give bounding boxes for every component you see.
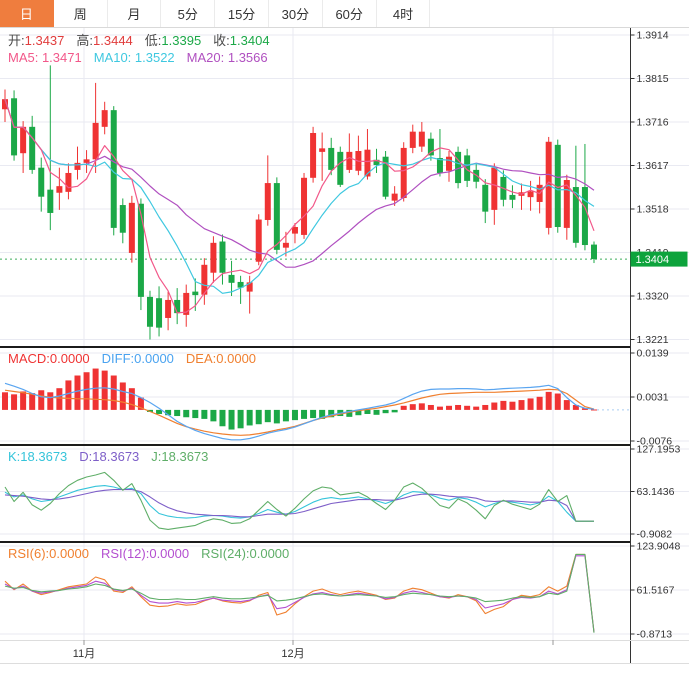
axis-label: 1.3320 [637, 291, 669, 303]
rsi-pane [4, 553, 595, 633]
kdj-item: J:18.3673 [151, 449, 209, 464]
axis-label: 127.1953 [637, 444, 681, 456]
price-axis: 1.39141.38151.37161.36171.35181.34191.33… [630, 28, 681, 663]
period-tab-60分[interactable]: 60分 [323, 0, 377, 27]
axis-label: -0.9082 [637, 529, 673, 541]
ohlc-readout: 开:1.3437 高:1.3444 低:1.3395 收:1.3404 [8, 33, 282, 48]
axis-label: 123.9048 [637, 541, 681, 553]
period-tab-周[interactable]: 周 [54, 0, 108, 27]
macd-item: DIFF:0.0000 [101, 351, 174, 366]
kdj-pane [4, 471, 594, 530]
macd-item: MACD:0.0000 [8, 351, 90, 366]
time-axis-label: 11月 [73, 648, 95, 660]
macd-pane [2, 368, 631, 441]
ohlc-item: 收:1.3404 [213, 33, 270, 48]
ma-readout: MA5: 1.3471 MA10: 1.3522 MA20: 1.3566 [8, 50, 280, 65]
period-tab-4时[interactable]: 4时 [377, 0, 431, 27]
axis-label: 0.0139 [637, 348, 669, 360]
time-axis-label: 12月 [281, 648, 304, 660]
period-tab-30分[interactable]: 30分 [269, 0, 323, 27]
rsi-readout: RSI(6):0.0000 RSI(12):0.0000 RSI(24):0.000… [8, 546, 301, 561]
period-tab-月[interactable]: 月 [108, 0, 162, 27]
period-tab-日[interactable]: 日 [0, 0, 54, 27]
macd-readout: MACD:0.0000 DIFF:0.0000 DEA:0.0000 [8, 351, 268, 366]
ma-lines [4, 99, 595, 314]
axis-label: 63.1436 [637, 486, 675, 498]
candles [2, 65, 597, 340]
axis-label: -0.8713 [637, 629, 673, 641]
period-toolbar: 日周月 5分 15分 30分 60分 4时 [0, 0, 689, 28]
axis-label: -0.0076 [637, 436, 673, 448]
current-price-badge-text: 1.3404 [636, 254, 670, 266]
axis-label: 1.3815 [637, 73, 669, 85]
ohlc-item: 高:1.3444 [76, 33, 133, 48]
ohlc-item: 开:1.3437 [8, 33, 65, 48]
axis-label: 1.3914 [637, 30, 669, 42]
axis-label: 1.3221 [637, 334, 669, 346]
rsi-item: RSI(6):0.0000 [8, 546, 89, 561]
kdj-readout: K:18.3673 D:18.3673 J:18.3673 [8, 449, 220, 464]
ohlc-item: 低:1.3395 [144, 33, 202, 48]
axis-label: 1.3617 [637, 160, 669, 172]
axis-label: 1.3716 [637, 117, 669, 129]
ma-item: MA20: 1.3566 [186, 50, 268, 65]
pane-dividers [0, 346, 631, 543]
kdj-item: D:18.3673 [79, 449, 140, 464]
rsi-item: RSI(12):0.0000 [100, 546, 190, 561]
axis-label: 1.3518 [637, 204, 669, 216]
axis-label: 0.0031 [637, 392, 669, 404]
period-tab-15分[interactable]: 15分 [215, 0, 269, 27]
kdj-item: K:18.3673 [8, 449, 68, 464]
ma-item: MA5: 1.3471 [8, 50, 82, 65]
time-axis: 11月 12月 [0, 640, 689, 664]
current-price-badge: 1.3404 [630, 251, 688, 267]
ma-item: MA10: 1.3522 [93, 50, 175, 65]
grid [0, 28, 689, 640]
period-tab-5分[interactable]: 5分 [161, 0, 216, 27]
rsi-item: RSI(24):0.0000 [201, 546, 290, 561]
macd-item: DEA:0.0000 [185, 351, 257, 366]
axis-label: 61.5167 [637, 585, 675, 597]
